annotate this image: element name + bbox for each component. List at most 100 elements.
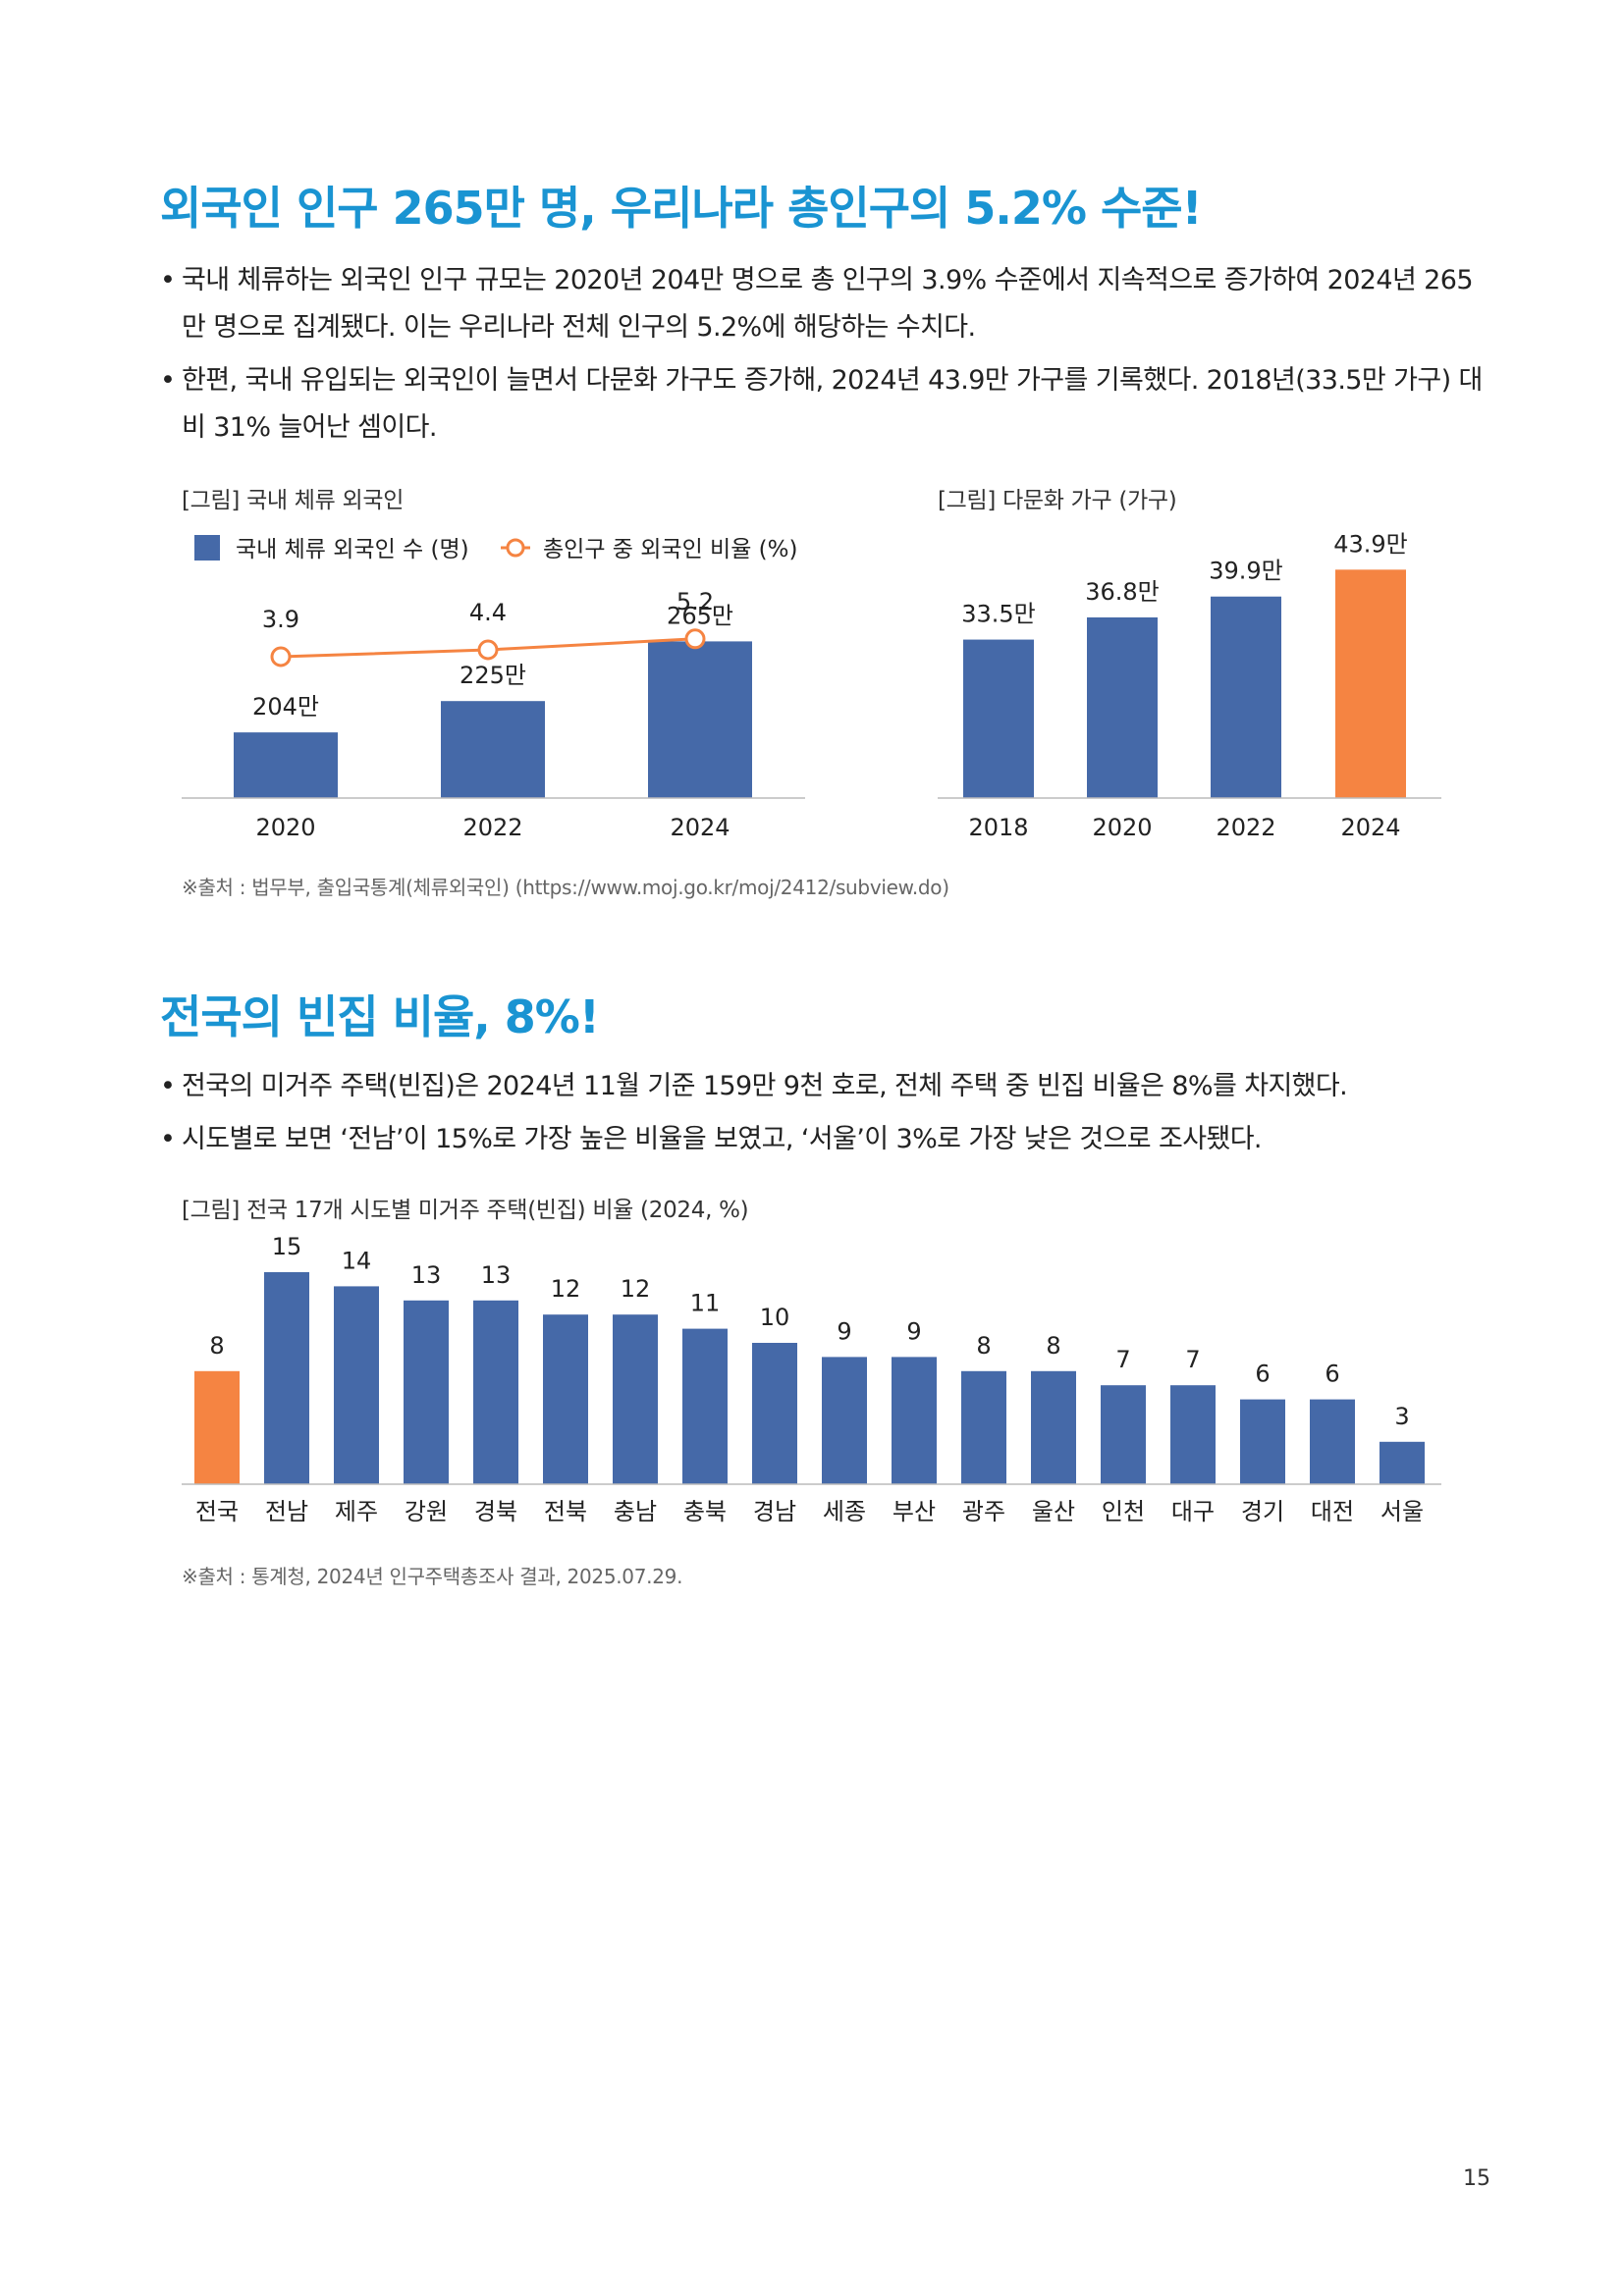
bar-2024 xyxy=(648,641,752,798)
x-tick-경남: 경남 xyxy=(753,1498,796,1525)
bar-label-세종: 9 xyxy=(837,1317,851,1345)
bar-label-2022: 39.9만 xyxy=(1209,558,1283,585)
bar-2022 xyxy=(441,701,545,798)
bar-강원 xyxy=(404,1300,449,1484)
x-tick-경기: 경기 xyxy=(1241,1498,1284,1525)
bar-label-2024: 43.9만 xyxy=(1333,530,1408,558)
section2-source: ※출처 : 통계청, 2024년 인구주택총조사 결과, 2025.07.29. xyxy=(182,1565,683,1588)
bar-전북 xyxy=(543,1314,588,1484)
ratio-point-2020 xyxy=(270,646,292,667)
x-tick-세종: 세종 xyxy=(823,1498,866,1525)
bar-울산 xyxy=(1031,1370,1076,1484)
x-tick-대전: 대전 xyxy=(1311,1498,1354,1525)
chart2-caption: [그림] 다문화 가구 (가구) xyxy=(938,488,1177,513)
x-tick-광주: 광주 xyxy=(962,1498,1005,1525)
x-tick-2024: 2024 xyxy=(1340,814,1400,841)
ratio-label-2022: 4.4 xyxy=(469,599,507,626)
legend-line-marker xyxy=(506,538,525,558)
bar-label-부산: 9 xyxy=(906,1317,921,1345)
legend-line-label: 총인구 중 외국인 비율 (%) xyxy=(543,537,798,562)
bar-세종 xyxy=(822,1357,867,1484)
bar-대전 xyxy=(1310,1399,1355,1484)
bar-부산 xyxy=(892,1357,937,1484)
bar-충북 xyxy=(682,1328,728,1484)
section1-bullets: 국내 체류하는 외국인 인구 규모는 2020년 204만 명으로 총 인구의 … xyxy=(160,257,1495,457)
ratio-point-2022 xyxy=(477,639,499,661)
bar-label-강원: 13 xyxy=(411,1261,442,1289)
bar-label-광주: 8 xyxy=(976,1332,991,1360)
bar-label-울산: 8 xyxy=(1046,1332,1060,1360)
legend-bar-label: 국내 체류 외국인 수 (명) xyxy=(236,537,469,562)
bar-2018 xyxy=(963,639,1034,798)
bar-2020 xyxy=(1087,616,1158,798)
x-tick-강원: 강원 xyxy=(405,1498,448,1525)
section2-bullet-2: 시도별로 보면 ‘전남’이 15%로 가장 높은 비율을 보였고, ‘서울’이 … xyxy=(160,1116,1495,1163)
section1-bullet-1: 국내 체류하는 외국인 인구 규모는 2020년 204만 명으로 총 인구의 … xyxy=(160,257,1495,351)
section1-bullet-2: 한편, 국내 유입되는 외국인이 늘면서 다문화 가구도 증가해, 2024년 … xyxy=(160,357,1495,452)
x-tick-경북: 경북 xyxy=(474,1498,517,1525)
x-tick-2018: 2018 xyxy=(968,814,1028,841)
bar-label-제주: 14 xyxy=(342,1247,372,1274)
bar-경기 xyxy=(1240,1399,1285,1484)
bar-2020 xyxy=(234,732,338,798)
bar-label-2020: 36.8만 xyxy=(1085,578,1160,606)
section2-bullet-1: 전국의 미거주 주택(빈집)은 2024년 11월 기준 159만 9천 호로,… xyxy=(160,1063,1495,1110)
x-tick-2020: 2020 xyxy=(255,814,315,841)
x-tick-2024: 2024 xyxy=(670,814,730,841)
x-tick-전남: 전남 xyxy=(265,1498,308,1525)
x-tick-2020: 2020 xyxy=(1092,814,1152,841)
bar-대구 xyxy=(1170,1385,1216,1484)
section2-title: 전국의 빈집 비율, 8%! xyxy=(160,990,600,1043)
multicultural-households-chart: 33.5만 2018 36.8만 2020 39.9만 2022 43.9만 2024 xyxy=(938,530,1441,841)
bar-전남 xyxy=(264,1272,309,1484)
x-tick-울산: 울산 xyxy=(1032,1498,1075,1525)
x-tick-충북: 충북 xyxy=(683,1498,727,1525)
x-tick-전북: 전북 xyxy=(544,1498,587,1525)
page-number: 15 xyxy=(1463,2166,1490,2191)
bar-제주 xyxy=(334,1286,379,1484)
legend-bar-swatch xyxy=(194,535,220,561)
x-tick-제주: 제주 xyxy=(335,1498,378,1525)
section1-source: ※출처 : 법무부, 출입국통계(체류외국인) (https://www.moj… xyxy=(182,876,949,899)
bar-광주 xyxy=(961,1370,1006,1484)
bar-2022 xyxy=(1211,596,1281,798)
bar-label-충북: 11 xyxy=(690,1290,721,1317)
bar-label-전북: 12 xyxy=(551,1275,581,1303)
x-tick-대구: 대구 xyxy=(1171,1498,1215,1525)
bar-label-서울: 3 xyxy=(1394,1403,1409,1430)
x-tick-2022: 2022 xyxy=(462,814,522,841)
ratio-label-2024: 5.2 xyxy=(676,588,714,615)
x-tick-서울: 서울 xyxy=(1380,1498,1424,1525)
bar-전국 xyxy=(194,1370,240,1484)
bar-label-대구: 7 xyxy=(1185,1346,1200,1373)
bar-서울 xyxy=(1380,1441,1425,1484)
bar-label-전남: 15 xyxy=(272,1233,302,1260)
bar-경북 xyxy=(473,1300,518,1484)
x-tick-부산: 부산 xyxy=(893,1498,936,1525)
ratio-label-2020: 3.9 xyxy=(262,606,299,633)
bar-label-2020: 204만 xyxy=(252,693,319,721)
x-tick-충남: 충남 xyxy=(614,1498,657,1525)
foreign-residents-chart: 국내 체류 외국인 수 (명) 총인구 중 외국인 비율 (%) 204만 2020 2… xyxy=(182,535,805,841)
bar-label-전국: 8 xyxy=(209,1332,224,1360)
section1-title: 외국인 인구 265만 명, 우리나라 총인구의 5.2% 수준! xyxy=(160,182,1203,235)
chart1-caption: [그림] 국내 체류 외국인 xyxy=(182,488,405,513)
bar-label-2024: 265만 xyxy=(667,602,733,629)
x-tick-인천: 인천 xyxy=(1102,1498,1145,1525)
bar-2024 xyxy=(1335,569,1406,798)
vacant-housing-chart: 8 전국 15 전남 14 제주 13 강원 13 경북 12 전북 12 충남 11 충북 10 경남 9 세종 9 부… xyxy=(182,1233,1441,1525)
bar-인천 xyxy=(1101,1385,1146,1484)
section2-bullets: 전국의 미거주 주택(빈집)은 2024년 11월 기준 159만 9천 호로,… xyxy=(160,1063,1495,1169)
bar-label-대전: 6 xyxy=(1325,1361,1339,1388)
bar-label-인천: 7 xyxy=(1115,1346,1130,1373)
x-tick-전국: 전국 xyxy=(195,1498,239,1525)
bar-label-경북: 13 xyxy=(481,1261,512,1289)
bar-label-충남: 12 xyxy=(621,1275,651,1303)
ratio-point-2024 xyxy=(684,628,706,650)
bar-label-경남: 10 xyxy=(760,1304,790,1331)
x-tick-2022: 2022 xyxy=(1216,814,1275,841)
bar-label-2022: 225만 xyxy=(460,662,526,689)
bar-label-경기: 6 xyxy=(1255,1361,1270,1388)
chart3-caption: [그림] 전국 17개 시도별 미거주 주택(빈집) 비율 (2024, %) xyxy=(182,1198,749,1223)
bar-충남 xyxy=(613,1314,658,1484)
